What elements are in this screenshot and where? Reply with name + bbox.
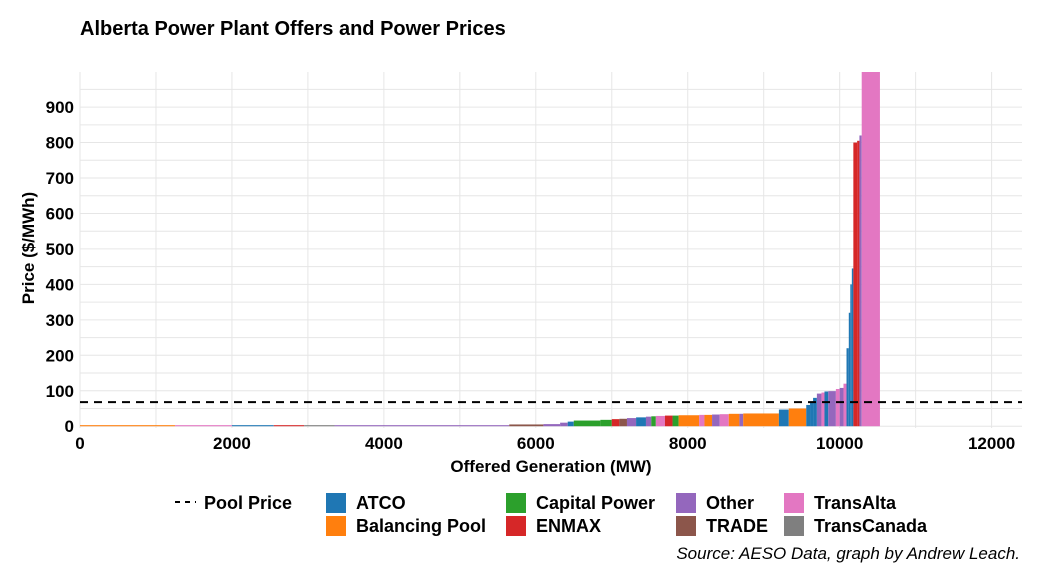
offer-block	[704, 414, 713, 427]
y-tick-label: 300	[46, 311, 74, 330]
y-tick-label: 800	[46, 134, 74, 153]
offer-block	[839, 387, 844, 427]
offer-block	[664, 415, 673, 427]
offer-block	[824, 391, 829, 427]
offer-block	[543, 424, 561, 427]
offer-block	[835, 388, 840, 427]
legend-label: Balancing Pool	[356, 516, 486, 536]
legend-label: TransAlta	[814, 493, 897, 513]
offer-block	[846, 348, 849, 427]
y-tick-label: 700	[46, 169, 74, 188]
y-tick-label: 100	[46, 382, 74, 401]
grid-lines	[79, 72, 1022, 428]
legend-label: TRADE	[706, 516, 768, 536]
offer-block	[273, 425, 305, 427]
offer-block	[859, 135, 862, 427]
offer-block	[80, 425, 175, 427]
chart-title: Alberta Power Plant Offers and Power Pri…	[80, 18, 506, 40]
offer-block	[560, 422, 568, 427]
offer-block	[857, 140, 860, 427]
offer-blocks	[80, 72, 880, 427]
offer-block	[651, 416, 656, 427]
y-axis-label: Price ($/MWh)	[19, 192, 38, 304]
offer-block	[843, 383, 847, 427]
offer-block	[712, 414, 720, 427]
offer-block	[678, 415, 700, 427]
offer-block	[806, 404, 811, 427]
offer-block	[719, 414, 729, 427]
legend-label: Capital Power	[536, 493, 655, 513]
offer-block	[655, 415, 665, 427]
y-tick-label: 600	[46, 204, 74, 223]
legend-label: ENMAX	[536, 516, 601, 536]
y-tick-label: 500	[46, 240, 74, 259]
offer-block	[813, 397, 817, 427]
x-tick-label: 8000	[669, 434, 707, 453]
offer-block	[573, 420, 601, 427]
legend-label: Other	[706, 493, 754, 513]
legend-label: TransCanada	[814, 516, 928, 536]
offer-block	[728, 413, 740, 427]
x-axis-label: Offered Generation (MW)	[450, 457, 651, 476]
offer-block	[816, 393, 822, 427]
offer-block	[821, 392, 825, 427]
legend-label-pool-price: Pool Price	[204, 493, 292, 513]
offer-block	[828, 391, 836, 427]
offer-block	[636, 417, 646, 427]
offer-block	[788, 408, 807, 427]
offer-block	[231, 425, 274, 427]
x-tick-label: 2000	[213, 434, 251, 453]
offer-block	[739, 413, 744, 427]
offer-block	[626, 418, 637, 427]
y-tick-label: 900	[46, 98, 74, 117]
x-tick-labels: 0 2000 4000 6000 8000 10000 12000	[75, 434, 1015, 453]
y-tick-labels: 0 100 200 300 400 500 600 700 800 900	[46, 98, 74, 436]
offer-block	[174, 425, 232, 427]
offer-block	[853, 142, 858, 427]
offer-block	[778, 409, 789, 427]
legend-swatch	[506, 493, 526, 513]
x-tick-label: 0	[75, 434, 84, 453]
legend-swatch	[676, 516, 696, 536]
legend-swatch	[784, 516, 804, 536]
x-tick-label: 10000	[816, 434, 863, 453]
offer-block	[848, 312, 851, 427]
legend-label: ATCO	[356, 493, 406, 513]
x-tick-label: 6000	[517, 434, 555, 453]
x-tick-label: 4000	[365, 434, 403, 453]
offer-block	[619, 418, 627, 427]
offer-block	[861, 72, 880, 427]
offer-block	[672, 415, 679, 427]
offer-block	[611, 419, 620, 427]
offer-block	[699, 414, 705, 427]
legend-swatch	[506, 516, 526, 536]
legend-swatch	[676, 493, 696, 513]
offer-block	[645, 416, 652, 427]
offer-block	[304, 425, 335, 427]
legend: Pool Price ATCO Balancing Pool Capital Powe…	[175, 493, 928, 536]
legend-swatch	[784, 493, 804, 513]
offer-block	[334, 425, 510, 427]
y-tick-label: 400	[46, 275, 74, 294]
legend-swatch	[326, 493, 346, 513]
y-tick-label: 200	[46, 346, 74, 365]
x-tick-label: 12000	[968, 434, 1015, 453]
offer-block	[851, 268, 854, 427]
legend-swatch	[326, 516, 346, 536]
offer-block	[850, 284, 852, 427]
offer-block	[600, 419, 612, 427]
y-tick-label: 0	[65, 417, 74, 436]
offer-block	[509, 424, 544, 427]
offer-block	[743, 413, 779, 427]
offer-block	[810, 401, 814, 427]
offer-block	[567, 421, 574, 427]
source-caption: Source: AESO Data, graph by Andrew Leach…	[676, 544, 1020, 563]
